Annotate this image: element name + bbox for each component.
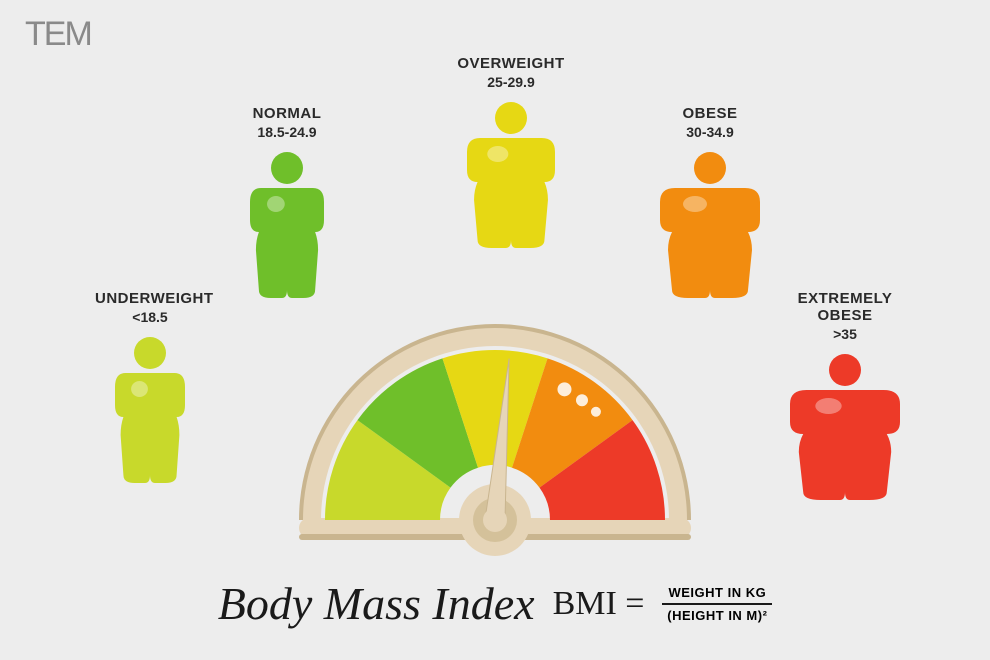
category-label: UNDERWEIGHT — [95, 290, 205, 307]
formula-denominator: (HEIGHT IN M)² — [667, 605, 767, 623]
formula-equation: BMI = — [553, 585, 645, 623]
category-normal: NORMAL 18.5-24.9 — [230, 105, 344, 300]
category-label: EXTREMELY OBESE — [770, 290, 920, 324]
category-label: NORMAL — [230, 105, 344, 122]
category-underweight: UNDERWEIGHT <18.5 — [95, 290, 205, 485]
formula-title: Body Mass Index — [218, 577, 535, 630]
person-icon — [95, 335, 205, 485]
category-range: 30-34.9 — [640, 124, 780, 140]
category-extremely-obese: EXTREMELY OBESE >35 — [770, 290, 920, 502]
bmi-gauge — [265, 310, 725, 575]
person-icon — [770, 352, 920, 502]
category-overweight: OVERWEIGHT 25-29.9 — [447, 55, 575, 250]
category-label: OVERWEIGHT — [447, 55, 575, 72]
person-icon — [640, 150, 780, 300]
logo: TEM — [25, 15, 91, 54]
formula-fraction: WEIGHT IN KG (HEIGHT IN M)² — [662, 585, 772, 623]
person-icon — [230, 150, 344, 300]
category-obese: OBESE 30-34.9 — [640, 105, 780, 300]
category-range: <18.5 — [95, 309, 205, 325]
formula-numerator: WEIGHT IN KG — [662, 585, 772, 605]
category-label: OBESE — [640, 105, 780, 122]
category-range: 18.5-24.9 — [230, 124, 344, 140]
category-range: >35 — [770, 326, 920, 342]
formula-row: Body Mass Index BMI = WEIGHT IN KG (HEIG… — [0, 577, 990, 630]
category-range: 25-29.9 — [447, 74, 575, 90]
person-icon — [447, 100, 575, 250]
